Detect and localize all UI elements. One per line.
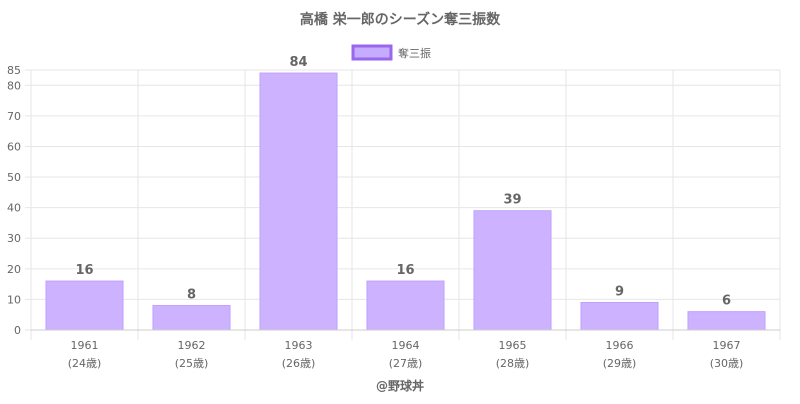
- y-tick-label: 70: [7, 110, 21, 123]
- y-tick-label: 40: [7, 202, 21, 215]
- y-tick-label: 60: [7, 140, 21, 153]
- bar-value-label: 39: [503, 193, 521, 208]
- bar: [366, 280, 445, 331]
- x-tick-label: 1966: [606, 339, 634, 352]
- bar: [259, 72, 338, 331]
- y-tick-label: 85: [7, 64, 21, 77]
- x-tick-label: 1965: [499, 339, 527, 352]
- x-tick-label: 1962: [178, 339, 206, 352]
- legend[interactable]: 奪三振: [351, 44, 431, 61]
- bar-value-label: 16: [396, 263, 414, 278]
- legend-swatch: [351, 44, 393, 61]
- credit-label: @野球丼: [376, 378, 424, 393]
- y-tick-label: 50: [7, 171, 21, 184]
- bar-value-label: 8: [187, 288, 196, 303]
- bar-value-label: 16: [75, 263, 93, 278]
- x-tick-sublabel: (24歳): [68, 357, 102, 370]
- y-axis: 0 10 20 30 40 50 60 70 80 85: [7, 64, 31, 337]
- grid-layer: [30, 69, 781, 340]
- x-tick-sublabel: (26歳): [282, 357, 316, 370]
- bar-value-label: 9: [615, 284, 624, 299]
- x-tick-label: 1964: [392, 339, 420, 352]
- bars-layer: 16 8 84 16 39 9 6: [45, 55, 766, 331]
- x-axis: 1961 (24歳) 1962 (25歳) 1963 (26歳) 1964 (27歳) 1965…: [31, 329, 780, 370]
- y-tick-label: 0: [14, 324, 21, 337]
- y-tick-label: 10: [7, 293, 21, 306]
- x-tick-sublabel: (30歳): [710, 357, 744, 370]
- x-tick-label: 1967: [713, 339, 741, 352]
- x-tick-sublabel: (25歳): [175, 357, 209, 370]
- legend-label: 奪三振: [398, 46, 431, 60]
- bar: [473, 210, 552, 331]
- x-tick-label: 1963: [285, 339, 313, 352]
- x-tick-label: 1961: [71, 339, 99, 352]
- bar: [580, 301, 659, 331]
- x-tick-sublabel: (28歳): [496, 357, 530, 370]
- y-tick-label: 20: [7, 263, 21, 276]
- bar: [45, 280, 124, 331]
- bar-value-label: 84: [289, 55, 307, 70]
- y-tick-label: 30: [7, 232, 21, 245]
- x-tick-sublabel: (29歳): [603, 357, 637, 370]
- bar: [687, 311, 766, 331]
- y-tick-label: 80: [7, 79, 21, 92]
- bar: [152, 305, 231, 331]
- chart-title: 高橋 栄一郎のシーズン奪三振数: [300, 11, 501, 28]
- x-tick-sublabel: (27歳): [389, 357, 423, 370]
- bar-value-label: 6: [722, 294, 731, 309]
